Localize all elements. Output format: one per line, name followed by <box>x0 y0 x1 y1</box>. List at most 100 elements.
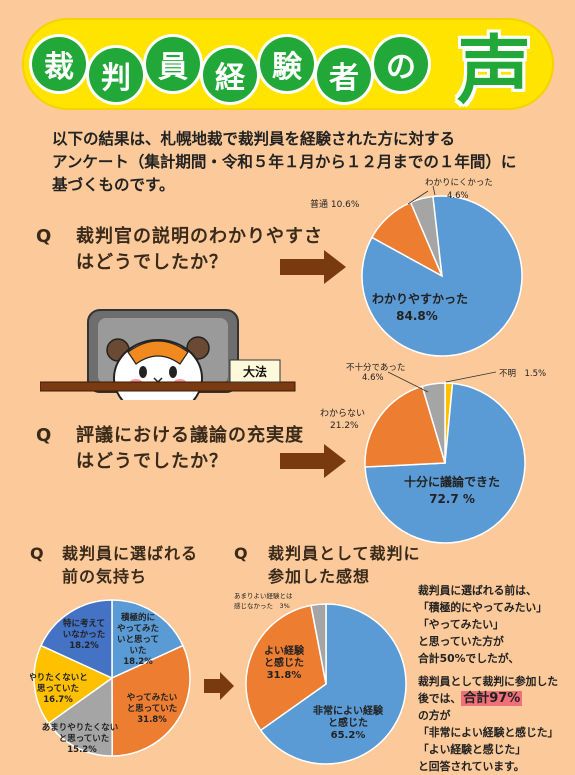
title-char: の <box>374 37 428 91</box>
title-char: 員 <box>146 37 200 91</box>
pie-slice <box>33 644 114 725</box>
q4-mark: Q <box>234 544 249 563</box>
q2-label-a-pct: 72.7 % <box>429 492 475 506</box>
q1-label-a-name: わかりやすかった <box>372 292 468 306</box>
pie-slice <box>47 676 113 757</box>
summary-line: 裁判員に選ばれる前は、 <box>418 584 537 597</box>
intro-line: 以下の結果は、札幌地裁で裁判員を経験された方に対する <box>52 130 456 148</box>
q3-line: 裁判員に選ばれる <box>62 544 199 563</box>
q3-label-a: いと思って <box>117 635 159 645</box>
q2-line: 評議における議論の充実度 <box>76 425 304 446</box>
leader-line <box>387 371 429 393</box>
q3-label-b: やってみたい <box>127 692 178 703</box>
q1-line: 裁判官の説明のわかりやすさ <box>76 226 323 247</box>
q4-label-c: あまりよい経験とは <box>234 591 293 600</box>
title-char: 者 <box>317 48 371 102</box>
q3-question: 裁判員に選ばれる 前の気持ち <box>62 542 232 588</box>
summary-highlight: 合計97% <box>461 691 523 706</box>
q3-label-e: 特に考えて <box>63 618 105 629</box>
leader-line <box>445 371 497 383</box>
q2-label-d: 不明 1.5% <box>499 369 546 379</box>
q3-line: 前の気持ち <box>62 567 148 586</box>
summary-line: 合計50%でしたが、 <box>418 652 520 665</box>
nameplate-text: 大法 <box>243 364 267 379</box>
q1-label-c-name: わかりにくかった <box>425 178 493 188</box>
q2-label-c-pct: 4.6% <box>362 373 384 383</box>
q2-question: 評議における議論の充実度 はどうでしたか？ <box>76 423 356 475</box>
q3-label-a: いた <box>129 645 146 656</box>
q1-line: はどうでしたか？ <box>76 252 228 273</box>
arrow-icon <box>280 444 346 478</box>
pie-slice <box>361 195 523 357</box>
arrow-icon <box>280 250 346 284</box>
q3-label-c: と思っていた <box>59 733 110 744</box>
summary-line: と思っていた方が <box>418 635 504 648</box>
q3-mark: Q <box>30 544 45 563</box>
pie-slice <box>310 603 327 685</box>
q2-label-b-pct: 21.2% <box>330 421 359 431</box>
title-char: 経 <box>203 48 257 102</box>
q2-label-a-name: 十分に議論できた <box>404 474 500 489</box>
q3-label-d: 16.7% <box>43 695 73 705</box>
summary-line: 裁判員として裁判に参加した <box>418 675 559 688</box>
pie-slices <box>245 603 407 765</box>
q4-label-b: 31.8% <box>267 670 302 681</box>
pie-slice <box>421 382 446 464</box>
summary-line: 後では、 合計97% <box>418 690 573 707</box>
q3-label-a: 積極的に <box>120 612 155 623</box>
summary-line: 「非常によい経験と感じた」 <box>418 726 559 739</box>
q1-label-c-pct: 4.6% <box>447 191 469 201</box>
q3-label-c: あまりやりたくない <box>42 722 119 733</box>
title-char: 裁 <box>32 37 86 91</box>
q4-label-b: よい経験 <box>264 644 305 657</box>
q2-mark: Q <box>36 425 52 446</box>
pie-slice <box>40 599 113 680</box>
q3-label-b: と思っていた <box>127 703 178 714</box>
q2-line: はどうでしたか？ <box>76 451 228 472</box>
pie-slice <box>111 599 184 680</box>
q1-label-a-pct: 84.8% <box>396 309 438 323</box>
summary-line: 「やってみたい」 <box>418 618 504 631</box>
title-big-char: 声 <box>457 27 531 114</box>
pie-slices <box>361 195 523 357</box>
q4-label-a: と感じた <box>328 716 368 729</box>
q4-label-c: 感じなかった 3% <box>234 601 290 610</box>
q1-question: 裁判官の説明のわかりやすさ はどうでしたか？ <box>76 224 356 276</box>
pie-slices <box>33 599 191 757</box>
title-char: 験 <box>260 37 314 91</box>
title-char: 判 <box>89 48 143 102</box>
intro-text: 以下の結果は、札幌地裁で裁判員を経験された方に対する アンケート（集計期間・令和… <box>52 128 552 197</box>
intro-line: アンケート（集計期間・令和５年１月から１２月までの１年間）に <box>52 153 517 171</box>
q4-pie-chart: あまりよい経験とは 感じなかった 3% よい経験 と感じた 31.8% 非常によ… <box>234 591 407 765</box>
q3-pie-chart: 積極的に やってみた いと思って いた 18.2% やってみたい と思っていた … <box>30 599 191 757</box>
q4-label-b: と感じた <box>264 656 304 669</box>
q4-label-a: 65.2% <box>331 730 366 741</box>
summary-line: と回答されています。 <box>418 760 525 773</box>
q3-label-e: いなかった <box>63 629 106 640</box>
q2-label-c-name: 不十分であった <box>346 362 405 373</box>
pie-slice <box>364 385 446 468</box>
intro-line: 基づくものです。 <box>52 176 175 194</box>
q3-label-a: やってみた <box>117 623 159 634</box>
leader-line <box>407 190 429 205</box>
q3-label-c: 15.2% <box>67 745 97 755</box>
q4-line: 裁判員として裁判に <box>268 544 421 563</box>
q2-pie-chart: 不十分であった 4.6% 不明 1.5% わからない 21.2% 十分に議論でき… <box>320 362 546 544</box>
q1-mark: Q <box>36 226 52 247</box>
pie-slice <box>245 604 327 732</box>
pie-slices <box>364 382 526 544</box>
arrow-icon <box>204 672 234 700</box>
q3-label-d: 思っていた <box>37 683 79 694</box>
mascot-illustration: 大法 <box>40 309 296 400</box>
summary-line: 「積極的にやってみたい」 <box>418 601 548 614</box>
q1-pie-chart: 普通 10.6% わかりにくかった 4.6% わかりやすかった 84.8% <box>310 178 523 357</box>
q3-label-d: やりたくないと <box>30 672 88 683</box>
q3-label-e: 18.2% <box>69 641 99 651</box>
q2-label-b-name: わからない <box>320 408 365 419</box>
summary-line: 「よい経験と感じた」 <box>418 743 526 756</box>
q3-label-a: 18.2% <box>123 657 153 667</box>
q4-question: 裁判員として裁判に 参加した感想 <box>268 542 438 588</box>
leader-line <box>432 185 436 196</box>
pie-slice <box>111 644 191 757</box>
summary-line-part: 後では、 <box>418 692 462 705</box>
